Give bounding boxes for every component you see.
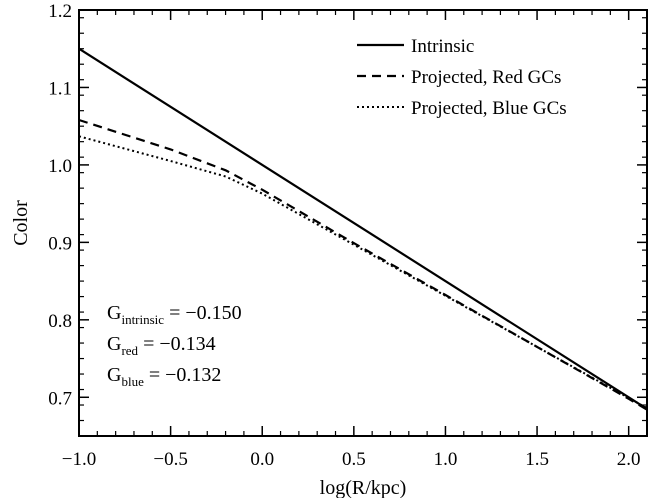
series-line-solid [78,47,648,410]
x-tick-label: 0.5 [342,449,366,470]
y-tick-label: 0.9 [48,233,72,254]
series-line-dashed [78,118,648,411]
legend-label: Projected, Blue GCs [411,98,567,119]
x-tick-label: 1.5 [525,449,549,470]
legend-label: Intrinsic [411,36,474,57]
y-tick-label: 0.7 [48,388,72,409]
gradient-annotation: Gintrinsic = −0.150 [107,302,242,327]
y-tick-label: 1.1 [48,78,72,99]
gradient-annotation: Gred = −0.134 [107,333,216,358]
legend: Intrinsic Projected, Red GCs Projected, Bl… [357,36,567,119]
x-axis-title: log(R/kpc) [320,477,407,498]
y-tick-label: 1.2 [48,1,72,22]
annotations: Gintrinsic = −0.150 Gred = −0.134 Gblue = … [107,302,242,389]
legend-label: Projected, Red GCs [411,67,561,88]
y-tick-label: 1.0 [48,156,72,177]
gradient-annotation: Gblue = −0.132 [107,364,221,389]
plot-lines [78,47,648,411]
x-tick-label: −0.5 [153,449,187,470]
x-tick-label: 1.0 [434,449,458,470]
axis-ticks: −1.0 −0.5 0.0 0.5 1.0 1.5 2.0 0.7 0.8 0.9 1.0 1.1 1.… [48,1,648,470]
x-tick-label: 2.0 [617,449,641,470]
plot-frame [78,9,648,437]
x-tick-label: −1.0 [62,449,96,470]
x-tick-label: 0.0 [250,449,274,470]
y-tick-label: 0.8 [48,311,72,332]
y-axis-title: Color [10,200,32,246]
